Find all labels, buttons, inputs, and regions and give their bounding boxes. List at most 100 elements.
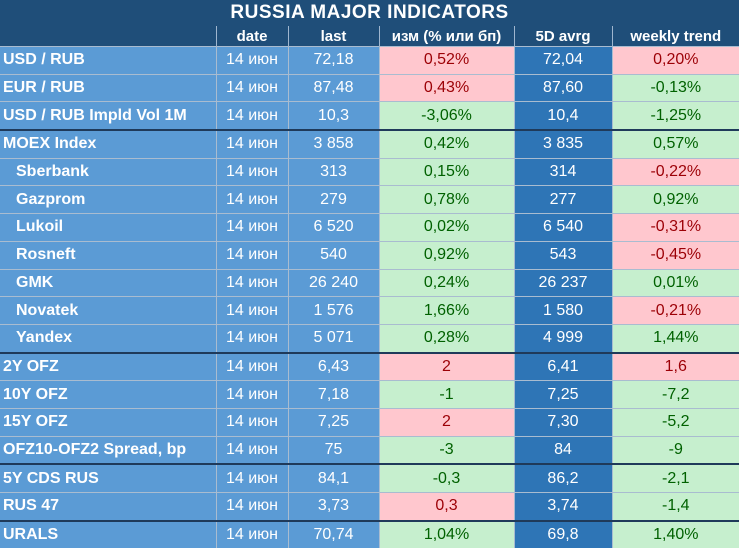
last-value-cell: 6 520 [288, 214, 379, 242]
date-cell: 14 июн [216, 408, 288, 436]
indicator-name: 5Y CDS RUS [0, 464, 216, 492]
header-5d-avg: 5D avrg [514, 26, 612, 47]
avg-5d-cell: 84 [514, 436, 612, 464]
last-value-cell: 26 240 [288, 269, 379, 297]
last-value-cell: 7,25 [288, 408, 379, 436]
change-cell: 0,15% [379, 158, 514, 186]
last-value-cell: 7,18 [288, 381, 379, 409]
last-value-cell: 6,43 [288, 353, 379, 381]
indicator-name: Lukoil [0, 214, 216, 242]
indicator-name: Sberbank [0, 158, 216, 186]
weekly-trend-cell: 0,20% [612, 47, 739, 75]
weekly-trend-cell: -0,13% [612, 74, 739, 102]
date-cell: 14 июн [216, 381, 288, 409]
weekly-trend-cell: 1,40% [612, 521, 739, 548]
weekly-trend-cell: -0,22% [612, 158, 739, 186]
change-cell: 1,66% [379, 297, 514, 325]
change-cell: 2 [379, 408, 514, 436]
avg-5d-cell: 10,4 [514, 102, 612, 130]
date-cell: 14 июн [216, 493, 288, 521]
weekly-trend-cell: -5,2 [612, 408, 739, 436]
change-cell: 0,24% [379, 269, 514, 297]
last-value-cell: 75 [288, 436, 379, 464]
indicator-name: 2Y OFZ [0, 353, 216, 381]
avg-5d-cell: 277 [514, 186, 612, 214]
last-value-cell: 540 [288, 241, 379, 269]
avg-5d-cell: 69,8 [514, 521, 612, 548]
header-name [0, 26, 216, 47]
avg-5d-cell: 6 540 [514, 214, 612, 242]
indicator-name: 15Y OFZ [0, 408, 216, 436]
avg-5d-cell: 3 835 [514, 130, 612, 158]
column-header-row: date last изм (% или бп) 5D avrg weekly … [0, 26, 739, 47]
indicator-name: Gazprom [0, 186, 216, 214]
weekly-trend-cell: -0,21% [612, 297, 739, 325]
title-row: RUSSIA MAJOR INDICATORS [0, 0, 739, 26]
weekly-trend-cell: 0,57% [612, 130, 739, 158]
indicator-name: Novatek [0, 297, 216, 325]
change-cell: 0,43% [379, 74, 514, 102]
change-cell: 1,04% [379, 521, 514, 548]
last-value-cell: 70,74 [288, 521, 379, 548]
date-cell: 14 июн [216, 353, 288, 381]
weekly-trend-cell: -0,31% [612, 214, 739, 242]
indicator-name: RUS 47 [0, 493, 216, 521]
date-cell: 14 июн [216, 297, 288, 325]
indicator-name: MOEX Index [0, 130, 216, 158]
weekly-trend-cell: -1,25% [612, 102, 739, 130]
change-cell: 0,02% [379, 214, 514, 242]
last-value-cell: 84,1 [288, 464, 379, 492]
avg-5d-cell: 7,25 [514, 381, 612, 409]
indicator-name: OFZ10-OFZ2 Spread, bp [0, 436, 216, 464]
indicator-name: 10Y OFZ [0, 381, 216, 409]
date-cell: 14 июн [216, 158, 288, 186]
indicator-name: Rosneft [0, 241, 216, 269]
weekly-trend-cell: -2,1 [612, 464, 739, 492]
date-cell: 14 июн [216, 269, 288, 297]
avg-5d-cell: 6,41 [514, 353, 612, 381]
change-cell: -3,06% [379, 102, 514, 130]
change-cell: 0,3 [379, 493, 514, 521]
avg-5d-cell: 314 [514, 158, 612, 186]
date-cell: 14 июн [216, 74, 288, 102]
weekly-trend-cell: -9 [612, 436, 739, 464]
change-cell: 0,52% [379, 47, 514, 75]
last-value-cell: 3 858 [288, 130, 379, 158]
last-value-cell: 279 [288, 186, 379, 214]
change-cell: 0,92% [379, 241, 514, 269]
indicator-name: GMK [0, 269, 216, 297]
last-value-cell: 1 576 [288, 297, 379, 325]
weekly-trend-cell: 0,92% [612, 186, 739, 214]
avg-5d-cell: 26 237 [514, 269, 612, 297]
date-cell: 14 июн [216, 324, 288, 352]
avg-5d-cell: 7,30 [514, 408, 612, 436]
weekly-trend-cell: -1,4 [612, 493, 739, 521]
date-cell: 14 июн [216, 130, 288, 158]
last-value-cell: 5 071 [288, 324, 379, 352]
last-value-cell: 72,18 [288, 47, 379, 75]
indicator-name: URALS [0, 521, 216, 548]
date-cell: 14 июн [216, 214, 288, 242]
date-cell: 14 июн [216, 464, 288, 492]
date-cell: 14 июн [216, 102, 288, 130]
date-cell: 14 июн [216, 241, 288, 269]
last-value-cell: 87,48 [288, 74, 379, 102]
avg-5d-cell: 543 [514, 241, 612, 269]
avg-5d-cell: 72,04 [514, 47, 612, 75]
avg-5d-cell: 1 580 [514, 297, 612, 325]
weekly-trend-cell: 1,44% [612, 324, 739, 352]
indicator-name: Yandex [0, 324, 216, 352]
